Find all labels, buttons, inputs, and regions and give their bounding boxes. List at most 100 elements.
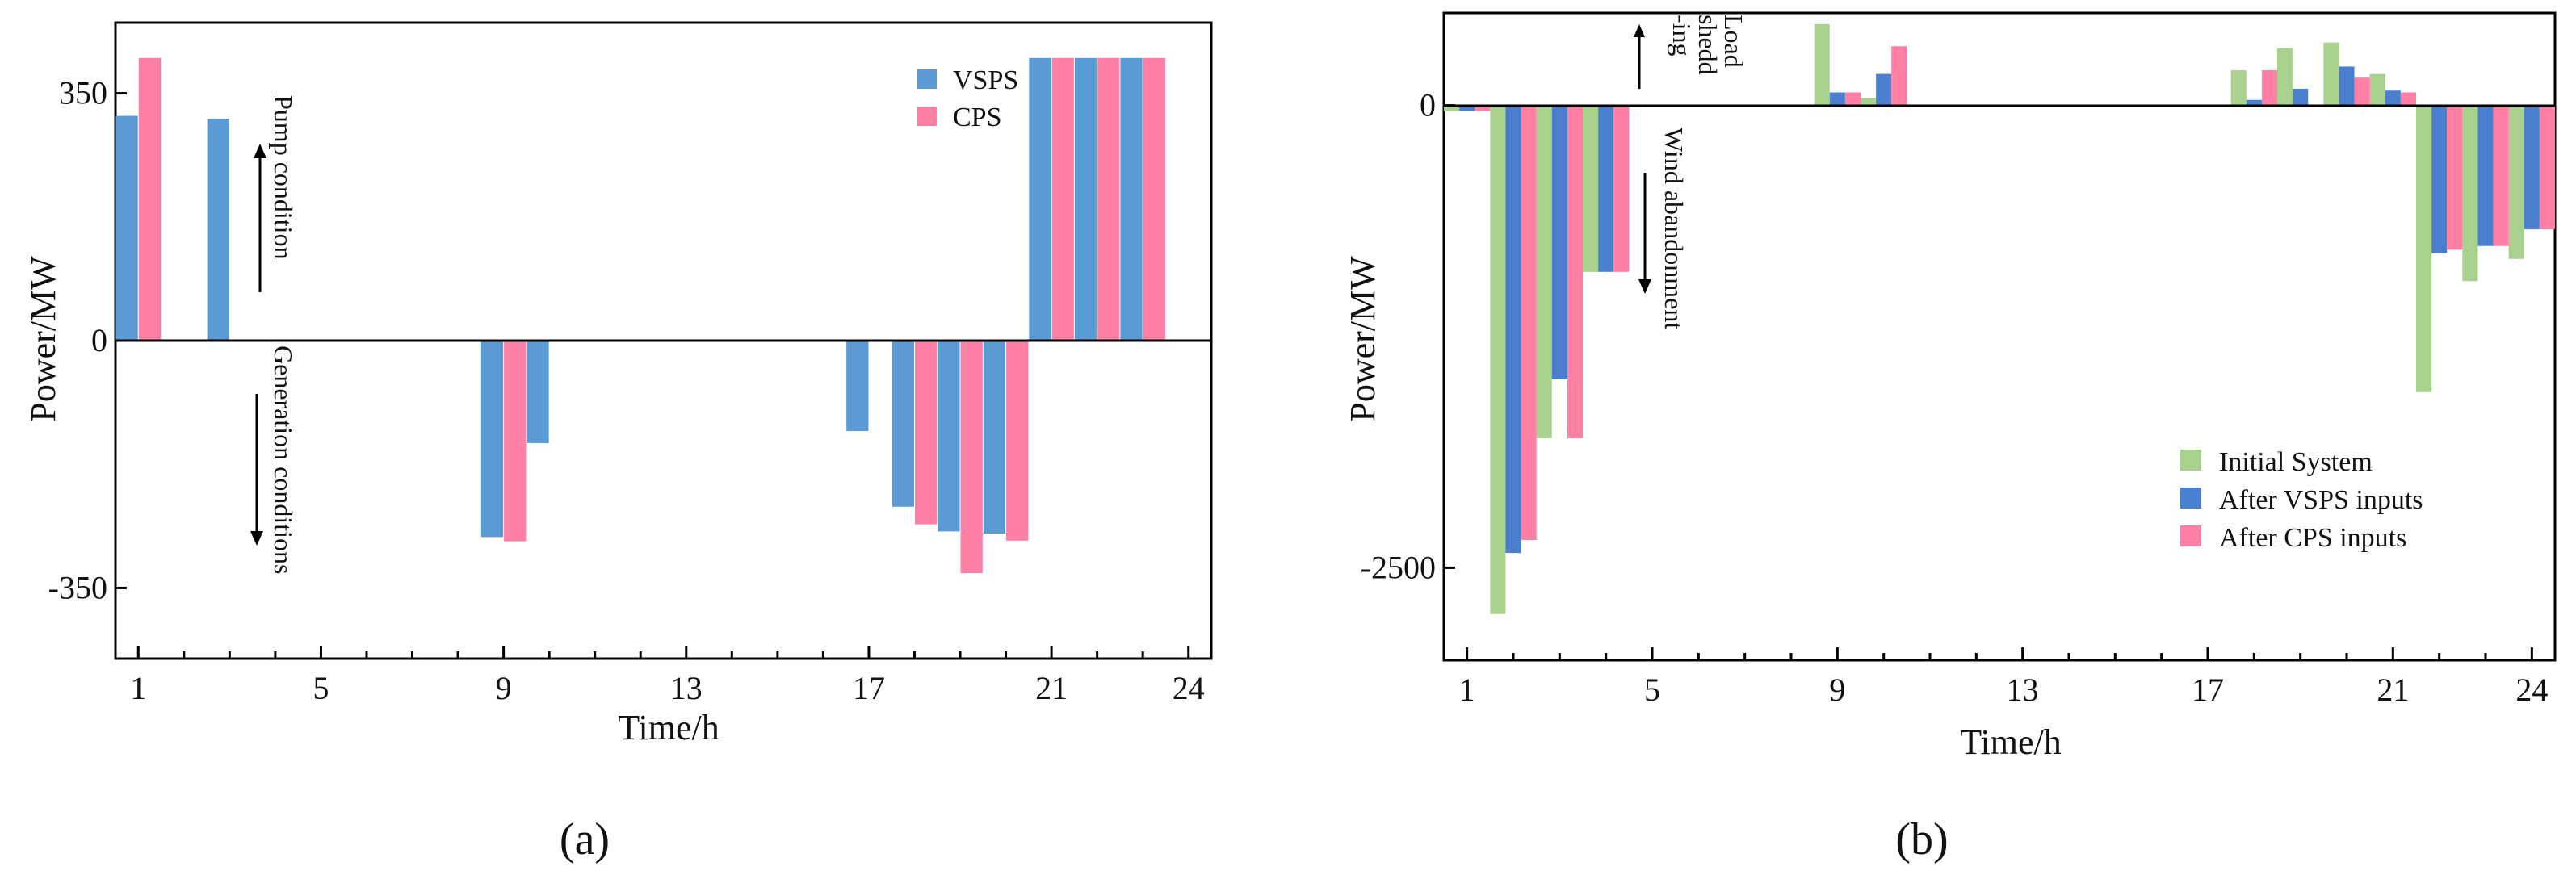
bar-b-s0-t19 bbox=[2277, 48, 2293, 106]
annotation-pump-condition: Pump condition bbox=[269, 95, 298, 260]
bar-b-s2-t1 bbox=[1475, 105, 1491, 111]
bar-b-s1-t22 bbox=[2431, 105, 2448, 253]
bar-a-s1-t1 bbox=[138, 57, 162, 341]
bar-a-s0-t21 bbox=[1029, 57, 1051, 341]
xtick-label-b: 1 bbox=[1459, 672, 1475, 708]
bar-a-s1-t18 bbox=[914, 341, 938, 525]
ytick-label-a: 0 bbox=[91, 322, 107, 358]
pump-arrow-head bbox=[254, 144, 266, 158]
annotation-wind-abandonment: Wind abandonment bbox=[1659, 128, 1689, 329]
bar-b-s2-t18 bbox=[2261, 70, 2277, 106]
bar-a-s1-t22 bbox=[1097, 57, 1120, 341]
load-shedding-arrow-head bbox=[1634, 24, 1645, 37]
xtick-label-b: 21 bbox=[2377, 672, 2409, 708]
bar-a-s1-t19 bbox=[960, 341, 983, 574]
chart-a-legend: VSPS CPS bbox=[917, 65, 1018, 132]
bar-a-s0-t1 bbox=[115, 115, 138, 341]
bar-b-s2-t3 bbox=[1567, 105, 1583, 439]
bar-b-s0-t21 bbox=[2369, 73, 2385, 106]
bar-b-s0-t23 bbox=[2462, 105, 2478, 282]
bar-b-s2-t24 bbox=[2539, 105, 2555, 230]
xtick-label-b: 24 bbox=[2515, 672, 2548, 708]
bar-a-s0-t18 bbox=[892, 341, 914, 507]
legend-a-label-vsps: VSPS bbox=[953, 65, 1018, 95]
xtick-label-b: 5 bbox=[1644, 672, 1660, 708]
xtick-label-b: 17 bbox=[2192, 672, 2224, 708]
chart-b-frame bbox=[1442, 11, 2557, 662]
bar-b-s1-t10 bbox=[1876, 73, 1892, 106]
ytick-label-b: -2500 bbox=[1361, 549, 1436, 585]
bar-a-s0-t19 bbox=[938, 341, 960, 532]
bar-a-s0-t10 bbox=[527, 341, 549, 443]
bar-b-s0-t24 bbox=[2508, 105, 2524, 259]
bar-b-s0-t20 bbox=[2323, 42, 2339, 106]
bar-b-s1-t21 bbox=[2385, 90, 2401, 106]
bar-b-s1-t1 bbox=[1459, 105, 1475, 111]
bar-b-s1-t2 bbox=[1505, 105, 1521, 554]
bar-b-s2-t2 bbox=[1521, 105, 1537, 541]
bar-a-s1-t20 bbox=[1006, 341, 1029, 541]
bar-b-s0-t10 bbox=[1861, 98, 1877, 106]
annotation-load: Load bbox=[1719, 15, 1748, 68]
chart-b-legend: Initial System After VSPS inputs After C… bbox=[2180, 447, 2423, 553]
xtick-label-a: 24 bbox=[1173, 670, 1205, 706]
xtick-label-b: 9 bbox=[1829, 672, 1845, 708]
bar-b-s1-t20 bbox=[2339, 66, 2355, 106]
bar-b-s0-t18 bbox=[2230, 70, 2247, 106]
bar-b-s2-t23 bbox=[2493, 105, 2509, 246]
bar-b-s0-t2 bbox=[1490, 105, 1506, 614]
xtick-label-a: 13 bbox=[670, 670, 703, 706]
chart-b-xlabel: Time/h bbox=[1960, 722, 2062, 762]
generation-arrow-head bbox=[250, 531, 263, 546]
bar-b-s1-t3 bbox=[1551, 105, 1567, 379]
bar-b-s2-t4 bbox=[1613, 105, 1630, 272]
xtick-label-a: 5 bbox=[313, 670, 329, 706]
bar-b-s2-t22 bbox=[2447, 105, 2463, 250]
chart-b-caption: (b) bbox=[1895, 814, 1948, 864]
bar-a-s1-t9 bbox=[504, 341, 527, 542]
legend-b-label-vsps: After VSPS inputs bbox=[2219, 485, 2423, 515]
chart-b-ylabel: Power/MW bbox=[1343, 256, 1382, 422]
bar-b-s2-t21 bbox=[2400, 92, 2416, 106]
annotation-generation-conditions: Generation conditions bbox=[269, 345, 298, 574]
xtick-label-a: 21 bbox=[1035, 670, 1068, 706]
bar-a-s0-t9 bbox=[480, 341, 504, 538]
bar-b-s1-t23 bbox=[2477, 105, 2494, 246]
bar-b-s0-t3 bbox=[1536, 105, 1552, 439]
bar-b-s1-t9 bbox=[1829, 92, 1845, 106]
bar-b-s0-t9 bbox=[1814, 23, 1830, 106]
bar-b-s2-t20 bbox=[2354, 77, 2370, 106]
chart-a-caption: (a) bbox=[560, 814, 610, 864]
legend-b-swatch-cps bbox=[2180, 525, 2201, 546]
legend-b-label-initial: Initial System bbox=[2219, 447, 2373, 477]
xtick-label-a: 9 bbox=[496, 670, 512, 706]
legend-b-label-cps: After CPS inputs bbox=[2219, 523, 2406, 553]
ytick-label-a: 350 bbox=[59, 75, 107, 111]
xtick-label-a: 1 bbox=[130, 670, 146, 706]
chart-a-xlabel: Time/h bbox=[618, 708, 720, 747]
wind-abandonment-arrow-head bbox=[1638, 279, 1651, 294]
bar-b-s0-t22 bbox=[2416, 105, 2432, 392]
legend-b-swatch-initial bbox=[2180, 450, 2201, 471]
bar-b-s1-t19 bbox=[2293, 88, 2309, 106]
bar-b-s1-t18 bbox=[2246, 99, 2262, 106]
annotation-shedd: shedd bbox=[1693, 15, 1722, 75]
bar-b-s0-t4 bbox=[1583, 105, 1599, 272]
ytick-label-b: 0 bbox=[1420, 87, 1436, 123]
annotation-ing: -ing bbox=[1668, 15, 1697, 57]
bar-a-s0-t20 bbox=[983, 341, 1006, 534]
bar-a-s0-t22 bbox=[1074, 57, 1097, 341]
bar-a-s1-t21 bbox=[1051, 57, 1074, 341]
chart-a: -350 0 350 1 5 9 13 17 21 24 Power/MW Time/h Pum… bbox=[23, 21, 1213, 864]
bar-b-s2-t10 bbox=[1891, 46, 1907, 106]
chart-a-ylabel: Power/MW bbox=[23, 256, 63, 422]
ytick-label-a: -350 bbox=[48, 569, 107, 605]
legend-a-label-cps: CPS bbox=[953, 103, 1002, 132]
legend-a-swatch-vsps bbox=[917, 69, 937, 89]
bar-b-s1-t24 bbox=[2524, 105, 2540, 230]
bar-a-s1-t23 bbox=[1143, 57, 1165, 341]
legend-b-swatch-vsps bbox=[2180, 488, 2201, 509]
legend-a-swatch-cps bbox=[917, 107, 937, 126]
